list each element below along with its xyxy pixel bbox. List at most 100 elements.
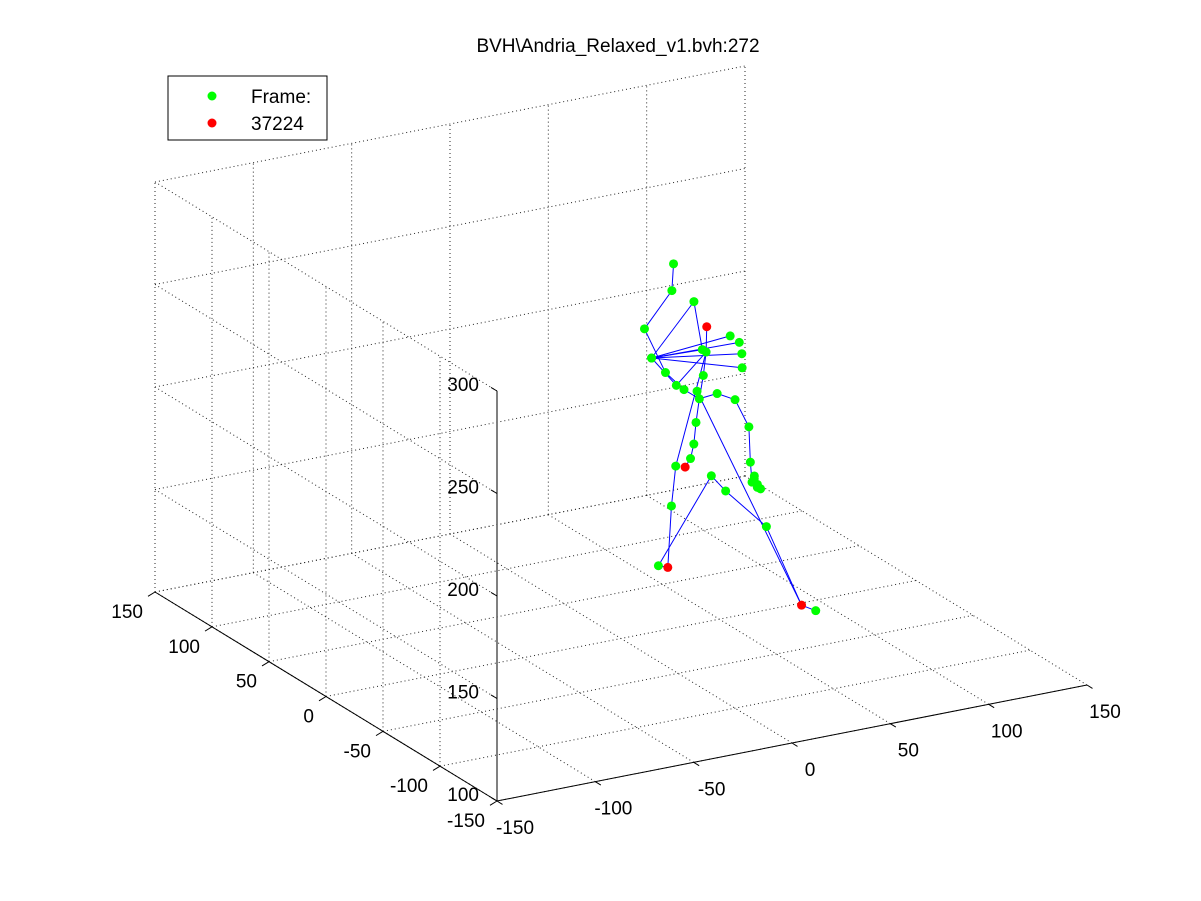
x-tick-label: -100 <box>594 799 632 820</box>
y-tick-label: 150 <box>111 602 143 623</box>
skeleton-joint <box>669 259 679 269</box>
skeleton-joint <box>744 422 754 432</box>
y-tick <box>432 765 441 771</box>
x-tick <box>890 723 897 728</box>
skeleton-joints <box>639 259 821 616</box>
grid-line-z-back <box>154 168 746 285</box>
x-tick <box>496 800 503 805</box>
x-tick <box>595 781 602 786</box>
skeleton-joint <box>737 349 747 359</box>
grid-line-z-back <box>154 373 746 490</box>
skeleton-bone <box>651 353 742 359</box>
skeleton-bone <box>651 341 740 359</box>
skeleton-bone <box>651 301 695 359</box>
y-tick-label: -150 <box>447 811 485 832</box>
skeleton-bone <box>725 490 767 527</box>
z-tick <box>490 386 498 392</box>
legend-label-frame: Frame: <box>251 87 311 108</box>
legend-marker-frame <box>207 91 217 101</box>
legend-box <box>167 75 328 141</box>
skeleton-bone <box>734 399 750 428</box>
z-tick-label: 250 <box>447 478 479 499</box>
z-tick <box>490 591 498 597</box>
z-tick-label: 150 <box>447 683 479 704</box>
y-tick <box>489 800 498 806</box>
skeleton-bone <box>651 335 731 359</box>
skeleton-joint <box>639 324 649 334</box>
skeleton-bone <box>696 391 802 606</box>
skeleton-joint <box>734 337 744 347</box>
tick-labels: -150 -100 -50 0 50 100 150 -150 -100 -50 0 50 100 150… <box>111 375 1121 839</box>
y-tick <box>147 591 156 597</box>
skeleton-joint <box>712 389 722 399</box>
legend: Frame: 37224 <box>167 75 328 141</box>
skeleton-bone <box>675 351 707 467</box>
skeleton-joint <box>721 486 731 496</box>
skeleton-joint <box>653 561 663 571</box>
skeleton-joint <box>666 501 676 511</box>
x-tick-label: -150 <box>496 818 534 839</box>
grid-line-y-floor <box>211 510 803 628</box>
grid-line-z-side <box>154 489 498 699</box>
legend-marker-number <box>207 118 217 128</box>
skeleton-joint <box>706 471 716 481</box>
skeleton-marker <box>797 600 807 610</box>
z-tick <box>490 489 498 494</box>
skeleton-joint <box>749 471 759 481</box>
y-tick-label: -50 <box>344 741 371 762</box>
y-tick-label: 0 <box>303 707 314 728</box>
skeleton-joint <box>692 386 702 396</box>
x-tick <box>988 703 995 709</box>
grid-line-z-back <box>154 65 746 183</box>
grid-line-z-back <box>154 475 746 593</box>
x-tick-label: 100 <box>991 721 1023 742</box>
grid-line-x-floor <box>744 475 1088 686</box>
grid-line-z-side <box>154 181 498 392</box>
chart-title: BVH\Andria_Relaxed_v1.bvh:272 <box>476 36 759 57</box>
skeleton-joint <box>697 345 707 355</box>
skeleton-joint <box>745 457 755 467</box>
skeleton-marker <box>702 322 712 332</box>
skeleton-bone <box>651 357 743 369</box>
x-tick-label: -50 <box>698 779 725 800</box>
y-tick <box>204 626 213 632</box>
skeleton-bone <box>667 505 672 568</box>
skeleton-joint <box>679 385 689 395</box>
z-tick <box>490 796 498 802</box>
skeleton-joint <box>811 606 821 616</box>
y-tick-label: 100 <box>168 637 200 658</box>
grid-line-y-floor <box>268 545 860 663</box>
grid-line-y-floor <box>325 580 917 697</box>
skeleton-marker <box>663 562 673 572</box>
legend-label-number: 37224 <box>251 114 304 135</box>
x-tick-label: 150 <box>1089 702 1121 723</box>
x-tick <box>1086 684 1093 689</box>
skeleton-joint <box>689 297 699 307</box>
skeleton-bone <box>693 301 703 350</box>
y-tick <box>375 730 384 737</box>
skeleton-bone <box>644 328 666 373</box>
grid-line-y-floor <box>382 614 974 732</box>
skeleton-joint <box>725 331 735 341</box>
skeleton-bone <box>670 466 677 507</box>
y-tick-label: -100 <box>390 776 428 797</box>
x-tick <box>791 742 798 747</box>
x-tick <box>693 761 700 767</box>
grid-line-y-floor <box>439 649 1031 767</box>
grid-line-z-back <box>154 270 746 388</box>
y-tick <box>318 696 327 702</box>
skeleton-joint <box>761 522 771 532</box>
skeleton-joint <box>647 353 657 363</box>
skeleton-joint <box>686 454 696 464</box>
z-tick-label: 300 <box>447 375 479 396</box>
z-tick-label: 200 <box>447 580 479 601</box>
y-tick <box>261 661 270 667</box>
grid-line-z-side <box>154 284 498 494</box>
skeleton-joint <box>660 368 670 378</box>
skeleton-joint <box>694 394 704 404</box>
skeleton-bone <box>644 290 673 330</box>
skeleton-joint <box>671 380 681 390</box>
skeleton-bone <box>675 351 707 386</box>
